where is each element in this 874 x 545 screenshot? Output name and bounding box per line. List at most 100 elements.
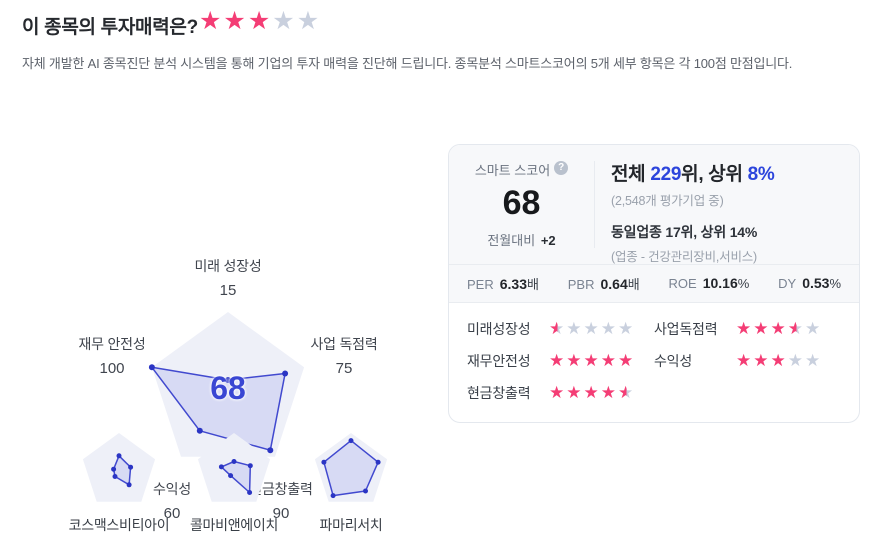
industry-rank: 동일업종 17위, 상위 14% — [611, 224, 758, 240]
smart-score-label: 스마트 스코어 — [474, 163, 551, 179]
rating-stars: ★★★★★ — [736, 352, 822, 369]
peer-stock-kolmar-bnh[interactable]: 콜마비앤에이치 — [179, 430, 289, 535]
rating-label: 재무안전성 — [467, 352, 531, 369]
metric-label: PER — [467, 276, 494, 292]
rank-prefix: 전체 — [611, 164, 651, 185]
metric-value: 10.16 — [702, 274, 738, 291]
star-icon: ★ — [223, 7, 248, 35]
axis-value: 90 — [272, 505, 290, 522]
rating-future-growth: 미래성장성 ★★★★★ — [467, 318, 654, 339]
axis-name: 현금창출력 — [249, 481, 313, 497]
metric-label: DY — [778, 275, 797, 291]
page-title: 이 종목의 투자매력은? — [22, 17, 198, 38]
star-icon: ★ — [583, 383, 601, 402]
metric-value: 0.64 — [600, 275, 628, 292]
star-icon: ★ — [753, 351, 771, 370]
rating-stars: ★★★★★ — [549, 352, 635, 369]
metric-dy: DY 0.53% — [778, 275, 841, 293]
star-icon: ★ — [618, 383, 636, 402]
rating-label: 미래성장성 — [467, 320, 531, 337]
radar-center-score: 68 — [210, 370, 246, 406]
overall-rank-heading: 전체 229위, 상위 8% — [611, 159, 859, 186]
star-icon: ★ — [787, 351, 805, 370]
smart-score-radar-chart: 68 미래 성장성 15 사업 독점력 75 재무 안전성 100 수익성 60… — [0, 120, 440, 522]
metric-roe: ROE 10.16% — [669, 275, 750, 293]
star-icon: ★ — [618, 351, 636, 370]
peer-radar-chart — [82, 433, 156, 502]
star-icon: ★ — [549, 319, 567, 338]
metric-suffix: 배 — [627, 276, 640, 292]
star-icon: ★ — [600, 383, 618, 402]
month-change-value: +2 — [540, 232, 556, 248]
axis-name: 수익성 — [152, 481, 192, 497]
star-icon: ★ — [549, 383, 567, 402]
rating-stars: ★★★★★ — [549, 384, 635, 401]
axis-value: 15 — [219, 282, 237, 299]
star-icon: ★ — [618, 319, 636, 338]
axis-name: 재무 안전성 — [78, 336, 146, 352]
month-change-label: 전월대비 — [487, 232, 536, 248]
valuation-metrics-row: PER 6.33배 PBR 0.64배 ROE 10.16% DY 0.53% — [449, 264, 859, 303]
metric-value: 6.33 — [499, 275, 527, 292]
star-icon: ★ — [736, 319, 754, 338]
star-icon: ★ — [770, 319, 788, 338]
industry-note: (업종 - 건강관리장비,서비스) — [611, 250, 758, 264]
axis-value: 100 — [99, 360, 125, 377]
star-icon: ★ — [566, 351, 584, 370]
star-icon: ★ — [272, 7, 297, 35]
axis-label-financial-safety: 재무 안전성 100 — [52, 334, 172, 377]
smart-score-card: 스마트 스코어? 68 전월대비 +2 전체 229위, 상위 8% (2,54… — [448, 144, 860, 423]
axis-name: 사업 독점력 — [310, 336, 378, 352]
rank-mid: 위, 상위 — [681, 164, 748, 185]
score-card-top: 스마트 스코어? 68 전월대비 +2 전체 229위, 상위 8% (2,54… — [449, 145, 859, 264]
star-icon: ★ — [736, 351, 754, 370]
rating-cash-generation: 현금창출력 ★★★★★ — [467, 382, 654, 403]
star-icon: ★ — [549, 351, 567, 370]
star-icon: ★ — [296, 7, 322, 35]
rating-stars: ★★★★★ — [736, 320, 822, 337]
rank-percent: 8% — [747, 164, 775, 185]
star-icon: ★ — [566, 319, 584, 338]
metric-suffix: 배 — [526, 276, 539, 292]
smart-score-value: 68 — [502, 184, 541, 223]
smart-score-summary: 스마트 스코어? 68 전월대비 +2 — [449, 145, 594, 264]
overall-rating-stars: ★★★★★ — [199, 6, 321, 36]
category-star-ratings: 미래성장성 ★★★★★ 사업독점력 ★★★★★ 재무안전성 ★★★★★ 수익성 … — [449, 303, 859, 403]
axis-value: 60 — [163, 505, 181, 522]
rating-profitability: 수익성 ★★★★★ — [654, 350, 841, 371]
peer-radar-chart — [314, 433, 388, 502]
axis-name: 미래 성장성 — [194, 258, 262, 274]
star-icon: ★ — [805, 319, 823, 338]
star-icon: ★ — [770, 351, 788, 370]
ranking-info: 전체 229위, 상위 8% (2,548개 평가기업 중) 동일업종 17위,… — [595, 145, 859, 264]
peer-stock-name: 코스맥스비티아이 — [68, 517, 170, 533]
star-icon: ★ — [566, 383, 584, 402]
vertical-divider — [594, 161, 595, 248]
axis-label-business-monopoly: 사업 독점력 75 — [284, 334, 404, 377]
peer-stock-cosmax-bti[interactable]: 코스맥스비티아이 — [64, 430, 174, 535]
peer-stock-name: 콜마비앤에이치 — [189, 517, 279, 533]
star-icon: ★ — [600, 351, 618, 370]
rating-stars: ★★★★★ — [549, 320, 635, 337]
help-icon[interactable]: ? — [554, 161, 569, 176]
star-icon: ★ — [753, 319, 771, 338]
star-icon: ★ — [583, 319, 601, 338]
peer-stock-pharmaresearch[interactable]: 파마리서치 — [296, 430, 406, 535]
axis-label-future-growth: 미래 성장성 15 — [168, 256, 288, 299]
rating-label: 현금창출력 — [467, 384, 531, 401]
metric-per: PER 6.33배 — [467, 274, 539, 294]
peer-radar-chart — [197, 433, 271, 502]
radar-pentagon-chart — [148, 312, 305, 457]
metric-value: 0.53 — [802, 274, 830, 291]
metric-suffix: % — [737, 275, 750, 291]
axis-value: 75 — [335, 360, 353, 377]
star-icon: ★ — [247, 7, 273, 35]
star-icon: ★ — [787, 319, 805, 338]
star-icon: ★ — [600, 319, 618, 338]
axis-label-profitability: 수익성 60 — [112, 479, 232, 522]
rating-financial-safety: 재무안전성 ★★★★★ — [467, 350, 654, 371]
rating-business-monopoly: 사업독점력 ★★★★★ — [654, 318, 841, 339]
rank-note: (2,548개 평가기업 중) — [611, 194, 724, 208]
axis-label-cash-generation: 현금창출력 90 — [221, 479, 341, 522]
